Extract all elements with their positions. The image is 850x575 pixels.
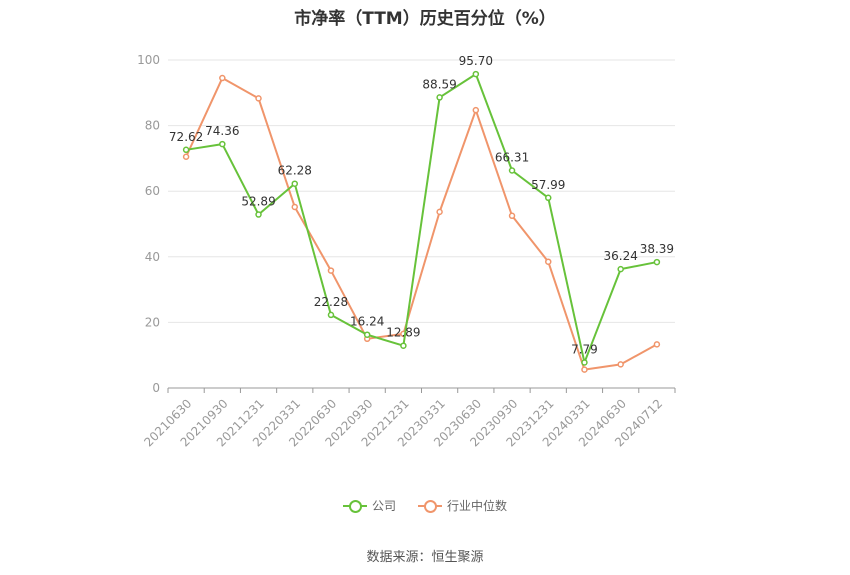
data-label-9: 66.31 <box>495 151 529 165</box>
data-label-11: 7.79 <box>571 342 598 356</box>
series-0-point-8[interactable] <box>472 70 480 78</box>
y-tick-label-5: 100 <box>137 53 160 67</box>
series-1-point-11[interactable] <box>581 366 588 373</box>
series-0-point-9[interactable] <box>508 167 516 174</box>
legend-label-industry-median: 行业中位数 <box>447 499 508 513</box>
series-1-point-4[interactable] <box>327 267 335 274</box>
data-label-8: 95.70 <box>459 54 493 68</box>
y-tick-label-3: 60 <box>145 184 160 198</box>
series-0-point-4[interactable] <box>327 311 335 319</box>
series-line-0 <box>185 73 658 364</box>
series-1-point-10[interactable] <box>545 258 552 265</box>
chart-title: 市净率（TTM）历史百分位（%） <box>294 9 556 29</box>
legend: 公司 行业中位数 <box>0 497 850 514</box>
series-0-point-6[interactable] <box>400 342 407 349</box>
series-1-point-1[interactable] <box>219 74 226 82</box>
y-tick-label-2: 40 <box>145 250 160 264</box>
y-tick-label-1: 20 <box>145 315 160 329</box>
data-label-3: 62.28 <box>278 164 312 178</box>
series-0-point-10[interactable] <box>545 194 552 202</box>
series-1-point-8[interactable] <box>472 106 480 114</box>
series-1-point-12[interactable] <box>617 361 624 368</box>
legend-item-company[interactable]: 公司 <box>342 497 396 514</box>
data-label-5: 16.24 <box>350 315 384 329</box>
data-label-2: 52.89 <box>241 195 275 209</box>
series-0-point-11[interactable] <box>581 359 588 366</box>
series-layer <box>182 70 661 373</box>
data-label-12: 36.24 <box>603 249 637 263</box>
legend-swatch-company <box>342 499 367 513</box>
series-0-point-0[interactable] <box>182 146 190 154</box>
y-axis: 0 20 40 60 80 100 <box>137 53 160 395</box>
data-label-1: 74.36 <box>205 124 239 138</box>
series-0-point-5[interactable] <box>363 331 371 338</box>
data-label-10: 57.99 <box>531 178 565 192</box>
data-source: 数据来源：恒生聚源 <box>366 550 484 565</box>
legend-label-company: 公司 <box>371 499 396 513</box>
series-1-point-9[interactable] <box>508 212 516 220</box>
series-1-point-7[interactable] <box>436 208 443 216</box>
series-0-point-13[interactable] <box>653 258 661 266</box>
data-label-0: 72.62 <box>169 130 203 144</box>
series-line-1 <box>185 77 658 371</box>
series-0-point-12[interactable] <box>617 265 624 273</box>
series-0-point-3[interactable] <box>291 180 298 187</box>
data-label-4: 22.28 <box>314 295 348 309</box>
series-1-point-3[interactable] <box>291 203 298 211</box>
legend-swatch-industry-median <box>418 499 442 513</box>
series-0-point-7[interactable] <box>436 94 443 101</box>
series-1-point-13[interactable] <box>653 341 661 348</box>
y-tick-label-4: 80 <box>145 119 160 133</box>
series-1-point-0[interactable] <box>182 153 190 161</box>
data-label-7: 88.59 <box>422 77 456 91</box>
series-0-point-1[interactable] <box>219 140 226 148</box>
series-1-point-2[interactable] <box>255 95 262 102</box>
data-label-6: 12.89 <box>386 326 420 340</box>
series-0-point-2[interactable] <box>255 211 262 218</box>
legend-item-industry-median[interactable]: 行业中位数 <box>418 497 507 514</box>
y-tick-label-0: 0 <box>152 381 160 395</box>
data-label-13: 38.39 <box>640 242 674 256</box>
grid-lines <box>168 59 675 323</box>
x-axis: 2021063020210930202112312022033120220630… <box>141 387 676 450</box>
